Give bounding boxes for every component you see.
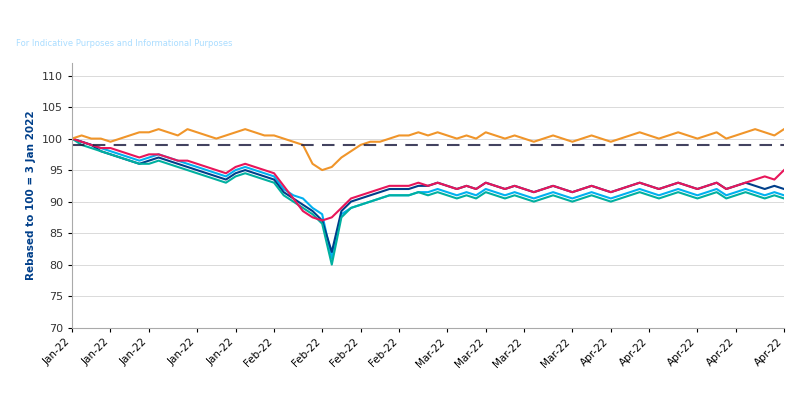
Euro Stoxx 50 xyxy=(67,136,77,141)
DAX Index xyxy=(645,193,654,198)
FTSE 100 Index xyxy=(125,133,134,138)
CAC 40 Index xyxy=(664,183,674,188)
FTSE 100 Index xyxy=(645,133,654,138)
Swiss Market Index xyxy=(635,180,645,185)
Euro Stoxx 50 xyxy=(645,190,654,195)
FTSE 100 Index xyxy=(318,168,327,173)
CAC 40 Index xyxy=(616,186,626,192)
Line: DAX Index: DAX Index xyxy=(72,139,784,265)
Euro Stoxx 50 xyxy=(712,186,722,192)
DAX Index xyxy=(779,196,789,201)
Euro Stoxx 50 xyxy=(616,193,626,198)
Euro Stoxx 50 xyxy=(125,155,134,160)
Swiss Market Index xyxy=(67,136,77,141)
FTSE 100 Index xyxy=(626,133,635,138)
Euro Stoxx 50 xyxy=(779,193,789,198)
Text: For Indicative Purposes and Informational Purposes: For Indicative Purposes and Informationa… xyxy=(16,39,233,48)
Swiss Market Index xyxy=(616,186,626,192)
Swiss Market Index xyxy=(645,183,654,188)
FTSE 100 Index xyxy=(779,127,789,132)
CAC 40 Index xyxy=(67,136,77,141)
Swiss Market Index xyxy=(125,152,134,157)
Swiss Market Index xyxy=(712,180,722,185)
Line: Swiss Market Index: Swiss Market Index xyxy=(72,139,784,220)
Swiss Market Index xyxy=(779,168,789,173)
DAX Index xyxy=(125,158,134,163)
Swiss Market Index xyxy=(318,218,327,223)
DAX Index xyxy=(67,136,77,141)
Euro Stoxx 50 xyxy=(327,256,337,261)
DAX Index xyxy=(327,262,337,267)
CAC 40 Index xyxy=(712,180,722,185)
Euro Stoxx 50 xyxy=(635,186,645,192)
CAC 40 Index xyxy=(327,249,337,255)
FTSE 100 Index xyxy=(722,136,731,141)
FTSE 100 Index xyxy=(674,130,683,135)
Line: CAC 40 Index: CAC 40 Index xyxy=(72,139,784,252)
Y-axis label: Rebased to 100 = 3 Jan 2022: Rebased to 100 = 3 Jan 2022 xyxy=(26,110,37,280)
DAX Index xyxy=(664,193,674,198)
FTSE 100 Index xyxy=(67,136,77,141)
Text: European Equity Market YTD Performance: European Equity Market YTD Performance xyxy=(16,13,312,26)
Line: Euro Stoxx 50: Euro Stoxx 50 xyxy=(72,139,784,258)
CAC 40 Index xyxy=(645,183,654,188)
DAX Index xyxy=(616,196,626,201)
Euro Stoxx 50 xyxy=(664,190,674,195)
CAC 40 Index xyxy=(779,186,789,192)
Swiss Market Index xyxy=(664,183,674,188)
FTSE 100 Index xyxy=(154,127,163,132)
DAX Index xyxy=(712,190,722,195)
Line: FTSE 100 Index: FTSE 100 Index xyxy=(72,129,784,170)
FTSE 100 Index xyxy=(654,136,664,141)
CAC 40 Index xyxy=(635,180,645,185)
CAC 40 Index xyxy=(125,158,134,163)
DAX Index xyxy=(635,190,645,195)
